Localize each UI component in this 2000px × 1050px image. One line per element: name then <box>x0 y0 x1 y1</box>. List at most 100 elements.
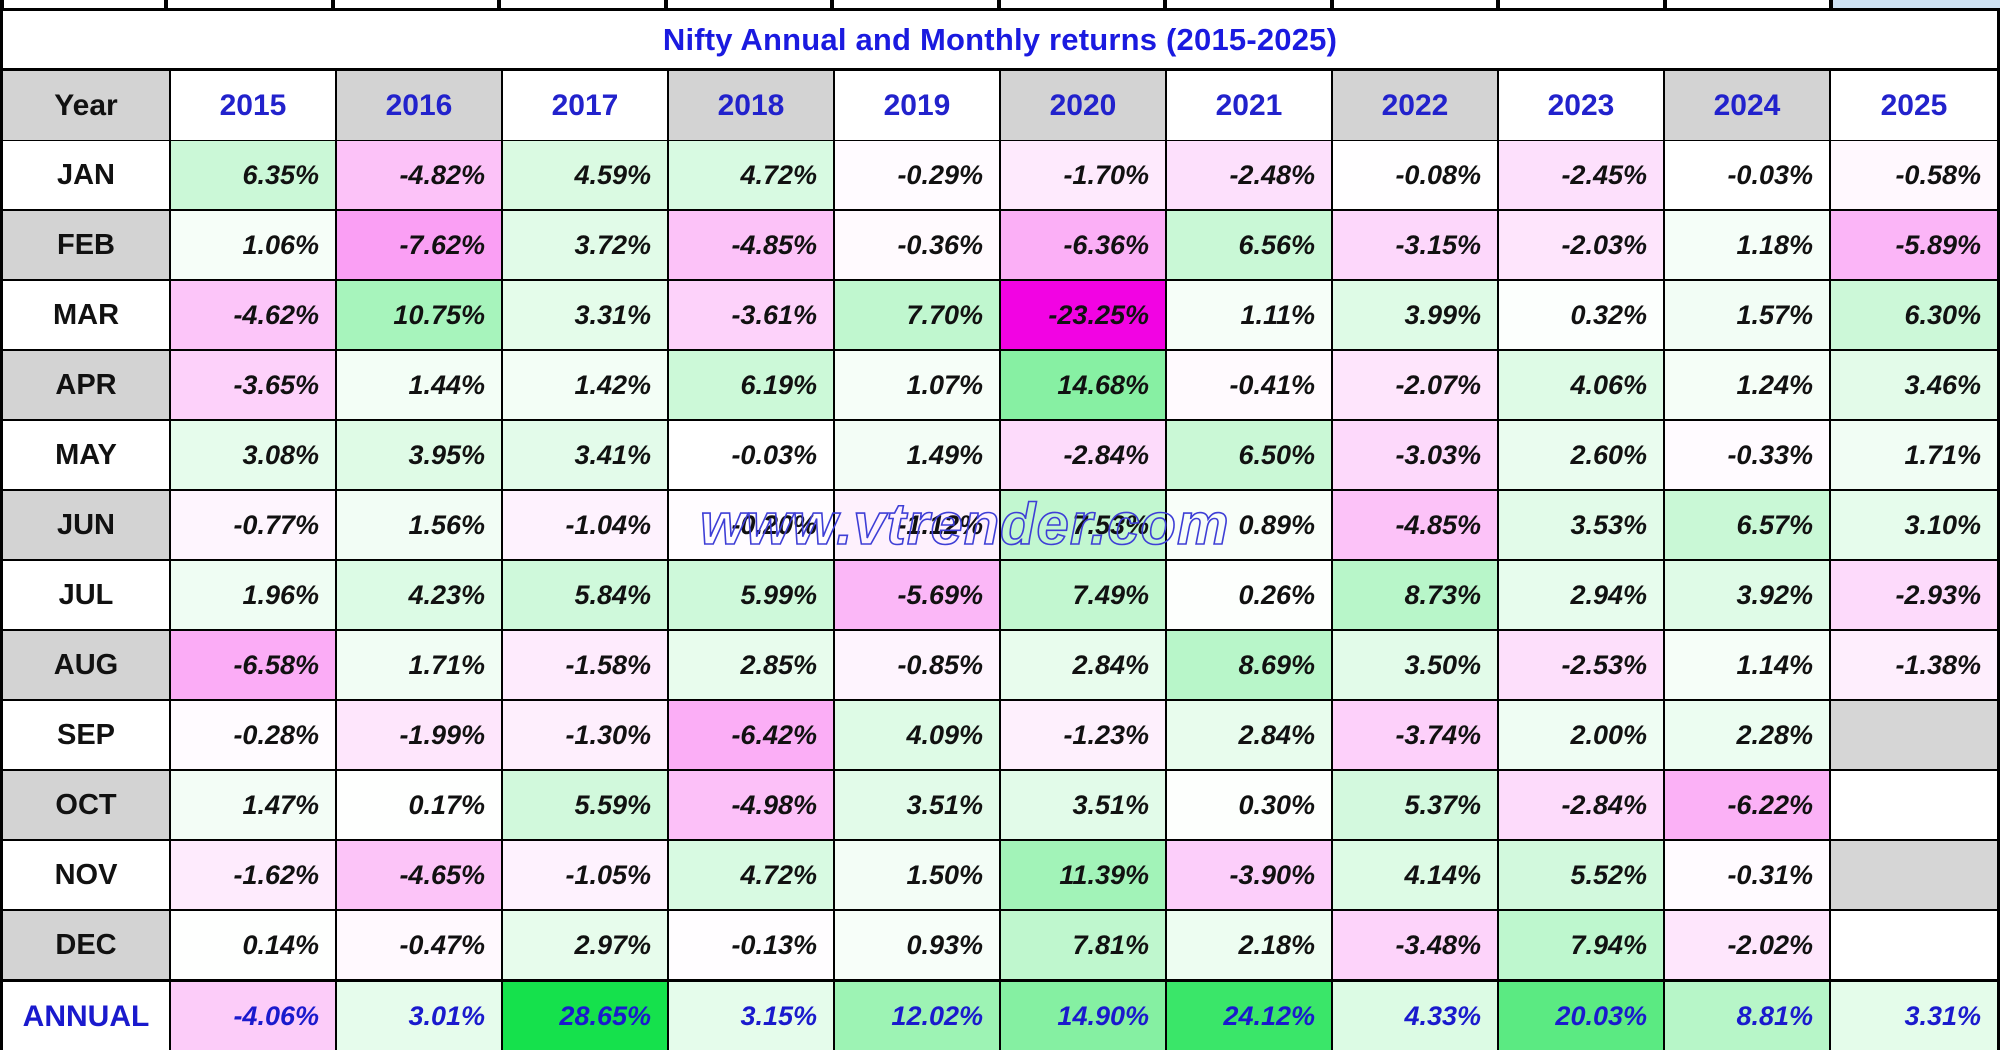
cell-jun-2019: -1.12% <box>835 491 1001 561</box>
row-label-annual: ANNUAL <box>3 981 171 1050</box>
cell-nov-2019: 1.50% <box>835 841 1001 911</box>
cell-aug-2015: -6.58% <box>171 631 337 701</box>
cell-feb-2025: -5.89% <box>1831 211 1997 281</box>
cell-mar-2018: -3.61% <box>669 281 835 351</box>
cell-dec-2022: -3.48% <box>1333 911 1499 981</box>
year-header-2022: 2022 <box>1333 71 1499 143</box>
cell-aug-2025: -1.38% <box>1831 631 1997 701</box>
cell-nov-2016: -4.65% <box>337 841 503 911</box>
cell-jun-2024: 6.57% <box>1665 491 1831 561</box>
cell-jan-2025: -0.58% <box>1831 141 1997 211</box>
cell-nov-2018: 4.72% <box>669 841 835 911</box>
cell-sep-2023: 2.00% <box>1499 701 1665 771</box>
top-strip-corner-blue <box>1833 0 2000 8</box>
row-label-feb: FEB <box>3 211 171 281</box>
cell-jun-2015: -0.77% <box>171 491 337 561</box>
cell-oct-2021: 0.30% <box>1167 771 1333 841</box>
row-label-jul: JUL <box>3 561 171 631</box>
year-header-2015: 2015 <box>171 71 337 143</box>
cell-aug-2024: 1.14% <box>1665 631 1831 701</box>
row-label-jun: JUN <box>3 491 171 561</box>
cell-may-2019: 1.49% <box>835 421 1001 491</box>
year-column-header: Year <box>3 71 171 143</box>
top-strip-tick <box>1000 0 1168 8</box>
top-strip-tick <box>1500 0 1667 8</box>
cell-jan-2016: -4.82% <box>337 141 503 211</box>
cell-sep-2024: 2.28% <box>1665 701 1831 771</box>
cell-nov-2021: -3.90% <box>1167 841 1333 911</box>
cell-nov-2017: -1.05% <box>503 841 669 911</box>
cell-dec-2019: 0.93% <box>835 911 1001 981</box>
year-header-2020: 2020 <box>1001 71 1167 143</box>
cell-annual-2022: 4.33% <box>1333 981 1499 1050</box>
page-title: Nifty Annual and Monthly returns (2015-2… <box>662 21 1338 57</box>
cell-dec-2025-empty <box>1831 911 1997 981</box>
cell-mar-2020: -23.25% <box>1001 281 1167 351</box>
cell-sep-2016: -1.99% <box>337 701 503 771</box>
cell-mar-2025: 6.30% <box>1831 281 1997 351</box>
cell-apr-2024: 1.24% <box>1665 351 1831 421</box>
cell-sep-2022: -3.74% <box>1333 701 1499 771</box>
cell-annual-2017: 28.65% <box>503 981 669 1050</box>
cell-feb-2021: 6.56% <box>1167 211 1333 281</box>
cell-annual-2021: 24.12% <box>1167 981 1333 1050</box>
cell-mar-2016: 10.75% <box>337 281 503 351</box>
cell-feb-2019: -0.36% <box>835 211 1001 281</box>
cell-nov-2020: 11.39% <box>1001 841 1167 911</box>
cell-feb-2016: -7.62% <box>337 211 503 281</box>
cell-apr-2022: -2.07% <box>1333 351 1499 421</box>
cell-oct-2025-empty <box>1831 771 1997 841</box>
cell-jul-2019: -5.69% <box>835 561 1001 631</box>
cell-annual-2019: 12.02% <box>835 981 1001 1050</box>
year-header-2024: 2024 <box>1665 71 1831 143</box>
cell-dec-2023: 7.94% <box>1499 911 1665 981</box>
cell-may-2015: 3.08% <box>171 421 337 491</box>
cell-feb-2022: -3.15% <box>1333 211 1499 281</box>
cell-mar-2017: 3.31% <box>503 281 669 351</box>
returns-table-frame: Nifty Annual and Monthly returns (2015-2… <box>0 8 2000 1050</box>
row-label-jan: JAN <box>3 141 171 211</box>
top-strip-tick <box>334 0 502 8</box>
cell-aug-2022: 3.50% <box>1333 631 1499 701</box>
year-header-2019: 2019 <box>835 71 1001 143</box>
year-header-2025: 2025 <box>1831 71 1997 143</box>
cell-aug-2016: 1.71% <box>337 631 503 701</box>
cell-jan-2017: 4.59% <box>503 141 669 211</box>
cell-dec-2016: -0.47% <box>337 911 503 981</box>
cell-feb-2020: -6.36% <box>1001 211 1167 281</box>
cell-annual-2015: -4.06% <box>171 981 337 1050</box>
cell-apr-2025: 3.46% <box>1831 351 1997 421</box>
row-label-nov: NOV <box>3 841 171 911</box>
cell-nov-2015: -1.62% <box>171 841 337 911</box>
cell-jul-2015: 1.96% <box>171 561 337 631</box>
cell-nov-2022: 4.14% <box>1333 841 1499 911</box>
cell-annual-2023: 20.03% <box>1499 981 1665 1050</box>
cell-feb-2024: 1.18% <box>1665 211 1831 281</box>
cell-aug-2018: 2.85% <box>669 631 835 701</box>
row-label-may: MAY <box>3 421 171 491</box>
cell-oct-2019: 3.51% <box>835 771 1001 841</box>
row-label-apr: APR <box>3 351 171 421</box>
cell-dec-2018: -0.13% <box>669 911 835 981</box>
cell-may-2025: 1.71% <box>1831 421 1997 491</box>
cell-may-2024: -0.33% <box>1665 421 1831 491</box>
cell-sep-2017: -1.30% <box>503 701 669 771</box>
cell-jul-2016: 4.23% <box>337 561 503 631</box>
cell-sep-2020: -1.23% <box>1001 701 1167 771</box>
cell-jan-2022: -0.08% <box>1333 141 1499 211</box>
cell-jul-2017: 5.84% <box>503 561 669 631</box>
cell-may-2017: 3.41% <box>503 421 669 491</box>
top-strip-tick <box>501 0 668 8</box>
cell-apr-2023: 4.06% <box>1499 351 1665 421</box>
year-header-2018: 2018 <box>669 71 835 143</box>
cell-mar-2021: 1.11% <box>1167 281 1333 351</box>
row-label-dec: DEC <box>3 911 171 981</box>
cell-jun-2020: 7.53% <box>1001 491 1167 561</box>
top-strip-tick <box>834 0 1001 8</box>
title-row: Nifty Annual and Monthly returns (2015-2… <box>3 11 1997 71</box>
cell-oct-2017: 5.59% <box>503 771 669 841</box>
cell-jul-2018: 5.99% <box>669 561 835 631</box>
top-strip-tick <box>1666 0 1834 8</box>
cell-dec-2020: 7.81% <box>1001 911 1167 981</box>
cell-apr-2016: 1.44% <box>337 351 503 421</box>
